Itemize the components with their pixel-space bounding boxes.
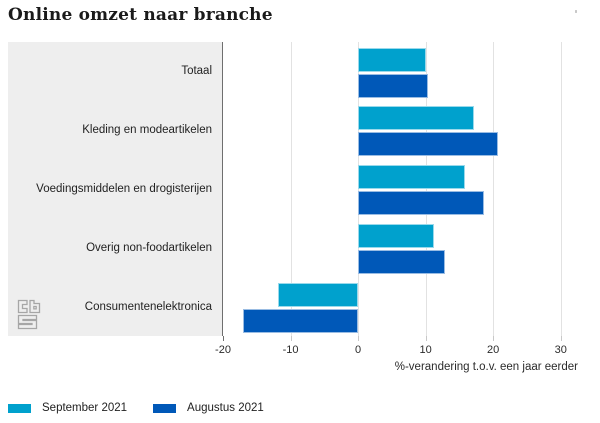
axis-tick-label: 30 [554,344,567,356]
bar [358,47,426,72]
bar [358,132,498,157]
axis-tick [425,336,427,341]
axis-tick-label: 0 [355,344,362,356]
category-label: Consumentenelektronica [84,300,212,313]
legend-label: Augustus 2021 [187,402,264,414]
category-label: Kleding en modeartikelen [82,124,212,137]
axis-tick [493,336,495,341]
bar [358,191,484,216]
axis-tick-label: -20 [215,344,231,356]
category-label: Overig non-foodartikelen [86,241,212,254]
legend-swatch [153,403,177,413]
bar [358,249,446,274]
legend-label: September 2021 [42,402,128,414]
bar [358,223,434,248]
axis-tick-label: -10 [282,344,299,356]
axis-tick [358,336,360,341]
cbs-logo-icon [17,299,41,330]
x-axis-title: %-verandering t.o.v. een jaar eerder [394,361,578,373]
axis-tick-label: 10 [419,344,432,356]
bar [277,282,359,307]
bar [243,308,359,333]
legend: September 2021 Augustus 2021 [8,402,264,414]
gridline [493,42,495,336]
chart-area: Totaal Kleding en modeartikelen Voedingsmi… [8,42,583,336]
bar [358,73,429,98]
category-label: Voedingsmiddelen en drogisterijen [36,182,212,195]
bar [358,106,474,131]
axis-tick-label: 20 [487,344,500,356]
hamburger-bar [575,10,577,13]
category-label-panel: Totaal Kleding en modeartikelen Voedingsmi… [8,42,222,336]
legend-item[interactable]: Augustus 2021 [153,402,264,414]
legend-item[interactable]: September 2021 [8,402,127,414]
page-title: Online omzet naar branche [8,5,273,25]
x-axis-tick-labels: -20 -10 0 10 20 30 [215,344,583,358]
axis-tick [223,336,224,341]
axis-tick [560,336,562,341]
gridline [290,42,292,336]
plot-area [222,42,583,336]
gridline [560,42,562,336]
x-axis-ticks [223,336,583,342]
category-label: Totaal [181,65,212,78]
legend-swatch [8,403,31,413]
axis-tick [290,336,292,341]
bar [358,165,465,190]
